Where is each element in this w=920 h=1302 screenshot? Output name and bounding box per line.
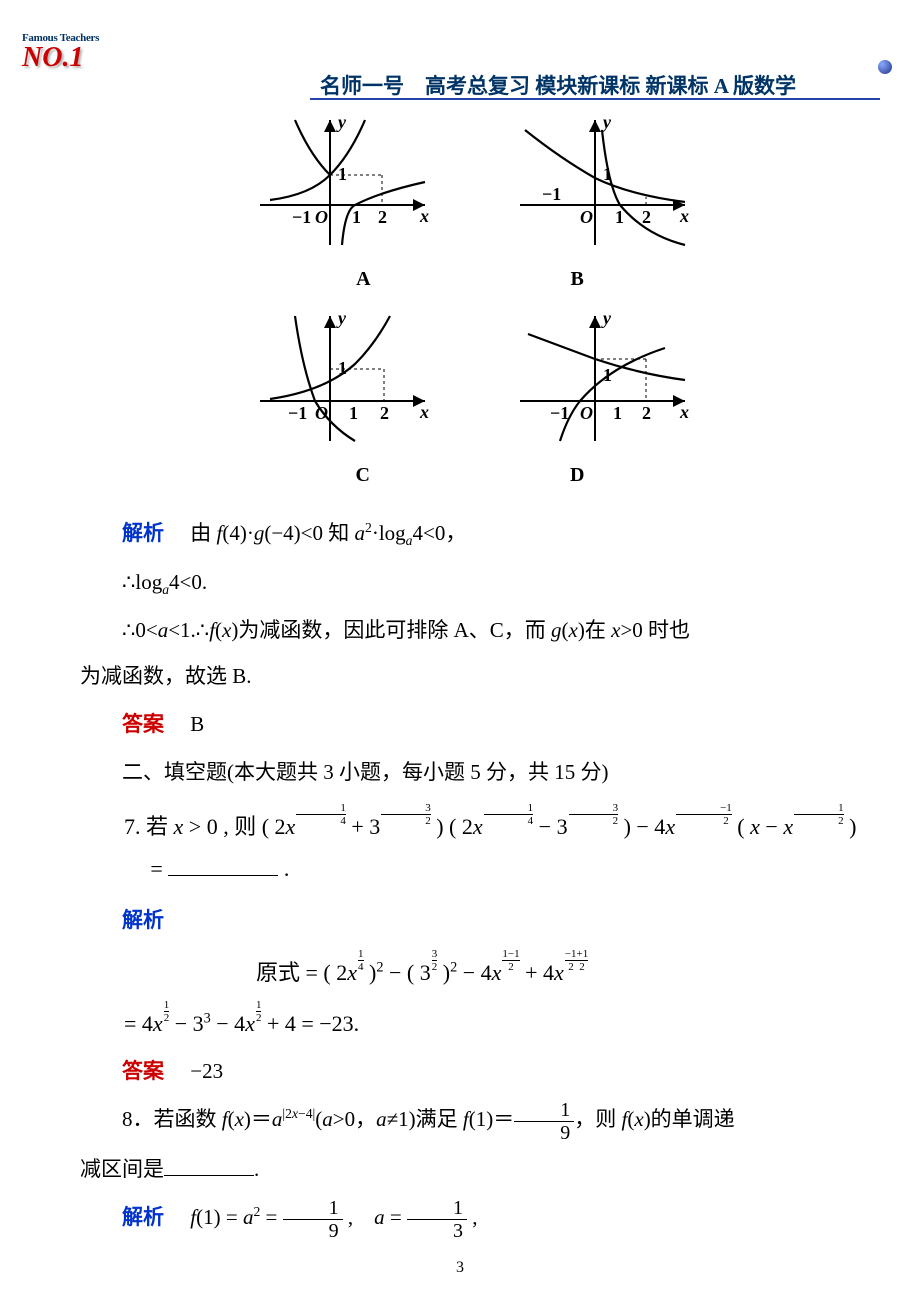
graph-b: x y O −1 1 2 1 bbox=[500, 110, 700, 260]
p8-analysis: 解析 f(1) = a2 = 19 , a = 13 , bbox=[80, 1196, 860, 1242]
graph-label-b: B bbox=[571, 260, 584, 298]
svg-text:2: 2 bbox=[642, 403, 651, 423]
svg-text:2: 2 bbox=[642, 207, 651, 227]
decor-bubble bbox=[878, 60, 892, 74]
svg-text:2: 2 bbox=[378, 207, 387, 227]
graph-grid: x y O −1 1 2 1 x y bbox=[80, 110, 860, 502]
graph-labels-1: A B bbox=[356, 260, 584, 298]
graph-row-2: x y O −1 1 2 1 x y O −1 bbox=[240, 306, 700, 456]
answer-6: 答案 B bbox=[80, 703, 860, 745]
svg-text:y: y bbox=[601, 112, 612, 132]
svg-text:−1: −1 bbox=[288, 403, 307, 423]
p7-line1: 原式 = ( 2x14 )2 − ( 332 )2 − 4x1−12 + 4x−… bbox=[80, 949, 860, 991]
header-underline bbox=[310, 98, 880, 100]
svg-text:O: O bbox=[315, 207, 328, 227]
answer-7: 答案 −23 bbox=[80, 1050, 860, 1092]
analysis-label: 解析 bbox=[122, 521, 164, 545]
svg-text:2: 2 bbox=[380, 403, 389, 423]
graph-a: x y O −1 1 2 1 bbox=[240, 110, 440, 260]
analysis-label: 解析 bbox=[122, 1205, 164, 1229]
q8-blank bbox=[164, 1175, 254, 1176]
answer-value: −23 bbox=[190, 1059, 223, 1083]
q8-period: . bbox=[254, 1157, 259, 1181]
p6-line4: 为减函数，故选 B. bbox=[80, 657, 860, 697]
graph-label-d: D bbox=[570, 456, 584, 494]
graph-labels-2: C D bbox=[356, 456, 585, 494]
p6-line2: ∴loga4<0. bbox=[80, 561, 860, 604]
logo-main: NO.1 bbox=[22, 44, 132, 72]
svg-text:1: 1 bbox=[352, 207, 361, 227]
section-2-heading: 二、填空题(本大题共 3 小题，每小题 5 分，共 15 分) bbox=[80, 751, 860, 793]
graph-c: x y O −1 1 2 1 bbox=[240, 306, 440, 456]
q7-equals: = bbox=[150, 856, 162, 881]
p7-analysis-label: 解析 bbox=[80, 899, 860, 941]
svg-text:y: y bbox=[601, 308, 612, 328]
svg-text:x: x bbox=[679, 402, 689, 422]
p7-line2: = 4x12 − 33 − 4x12 + 4 = −23. bbox=[80, 1000, 860, 1042]
question-8: 8．若函数 f(x)＝a|2x−4|(a>0，a≠1)满足 f(1)＝19，则 … bbox=[80, 1098, 860, 1144]
svg-text:y: y bbox=[336, 112, 347, 132]
graph-label-c: C bbox=[356, 456, 370, 494]
q8-line2-text: 减区间是 bbox=[80, 1157, 164, 1181]
question-8-line2: 减区间是. bbox=[80, 1150, 860, 1190]
q7-blank bbox=[168, 875, 278, 876]
svg-text:x: x bbox=[419, 402, 429, 422]
svg-text:x: x bbox=[419, 206, 429, 226]
p6-analysis: 解析 由 f(4)·g(−4)<0 知 a2·loga4<0， bbox=[80, 512, 860, 555]
page-header: Famous Teachers NO.1 名师一号 高考总复习 模块新课标 新课… bbox=[0, 0, 920, 100]
svg-text:−1: −1 bbox=[542, 184, 561, 204]
question-7: 7. 若 x > 0 , 则 ( 2x14 + 332 ) ( 2x14 − 3… bbox=[80, 803, 860, 890]
page-title: 名师一号 高考总复习 模块新课标 新课标 A 版数学 bbox=[320, 70, 796, 100]
svg-text:1: 1 bbox=[613, 403, 622, 423]
svg-text:O: O bbox=[580, 403, 593, 423]
graph-row-1: x y O −1 1 2 1 x y bbox=[240, 110, 700, 260]
s8-end: , bbox=[472, 1205, 477, 1229]
svg-text:y: y bbox=[336, 308, 347, 328]
svg-text:1: 1 bbox=[615, 207, 624, 227]
answer-label: 答案 bbox=[122, 712, 164, 736]
logo: Famous Teachers NO.1 bbox=[22, 32, 132, 92]
analysis-label: 解析 bbox=[122, 908, 164, 932]
answer-value: B bbox=[190, 712, 204, 736]
svg-text:1: 1 bbox=[349, 403, 358, 423]
graph-label-a: A bbox=[356, 260, 370, 298]
svg-text:x: x bbox=[679, 206, 689, 226]
page-number: 3 bbox=[0, 1259, 920, 1277]
p6-line3: ∴0<a<1.∴f(x)为减函数，因此可排除 A、C，而 g(x)在 x>0 时… bbox=[80, 609, 860, 651]
graph-d: x y O −1 1 2 1 bbox=[500, 306, 700, 456]
svg-text:O: O bbox=[580, 207, 593, 227]
answer-label: 答案 bbox=[122, 1059, 164, 1083]
svg-text:−1: −1 bbox=[550, 403, 569, 423]
svg-text:1: 1 bbox=[338, 164, 347, 184]
svg-text:−1: −1 bbox=[292, 207, 311, 227]
page-content: x y O −1 1 2 1 x y bbox=[80, 110, 860, 1248]
